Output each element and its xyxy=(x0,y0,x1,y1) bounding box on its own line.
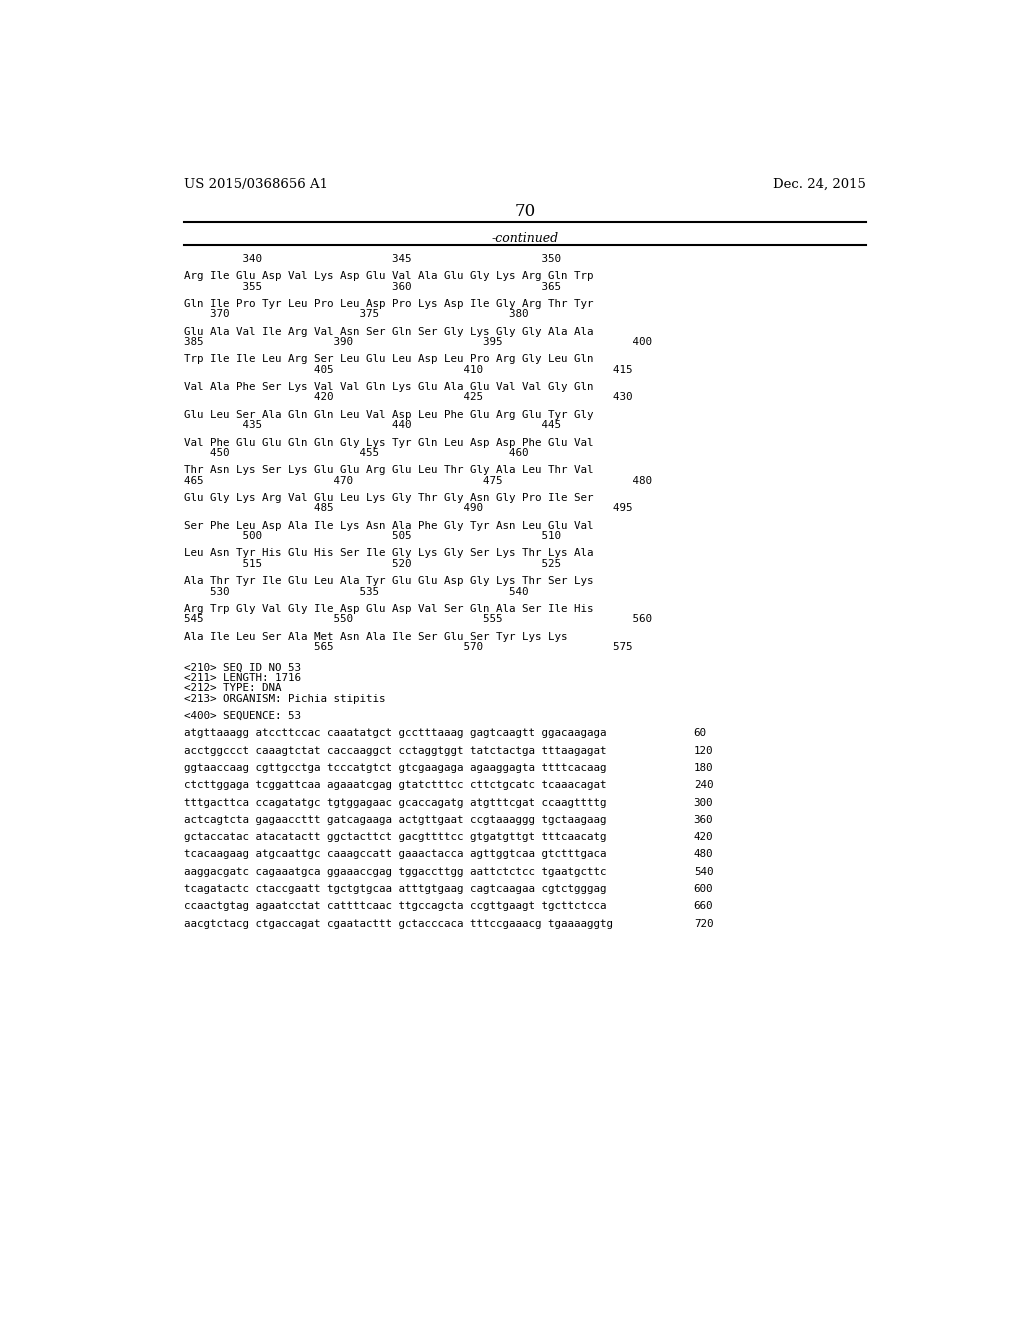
Text: <400> SEQUENCE: 53: <400> SEQUENCE: 53 xyxy=(183,711,301,721)
Text: -continued: -continued xyxy=(492,232,558,246)
Text: 435                    440                    445: 435 440 445 xyxy=(183,420,561,430)
Text: Dec. 24, 2015: Dec. 24, 2015 xyxy=(773,178,866,190)
Text: 515                    520                    525: 515 520 525 xyxy=(183,558,561,569)
Text: ctcttggaga tcggattcaa agaaatcgag gtatctttcc cttctgcatc tcaaacagat: ctcttggaga tcggattcaa agaaatcgag gtatctt… xyxy=(183,780,606,791)
Text: tcagatactc ctaccgaatt tgctgtgcaa atttgtgaag cagtcaagaa cgtctgggag: tcagatactc ctaccgaatt tgctgtgcaa atttgtg… xyxy=(183,884,606,894)
Text: Glu Gly Lys Arg Val Glu Leu Lys Gly Thr Gly Asn Gly Pro Ile Ser: Glu Gly Lys Arg Val Glu Leu Lys Gly Thr … xyxy=(183,492,593,503)
Text: 600: 600 xyxy=(693,884,714,894)
Text: Thr Asn Lys Ser Lys Glu Glu Arg Glu Leu Thr Gly Ala Leu Thr Val: Thr Asn Lys Ser Lys Glu Glu Arg Glu Leu … xyxy=(183,465,593,475)
Text: <213> ORGANISM: Pichia stipitis: <213> ORGANISM: Pichia stipitis xyxy=(183,693,385,704)
Text: 180: 180 xyxy=(693,763,714,772)
Text: 420                    425                    430: 420 425 430 xyxy=(183,392,632,403)
Text: 540: 540 xyxy=(693,867,714,876)
Text: 545                    550                    555                    560: 545 550 555 560 xyxy=(183,614,652,624)
Text: acctggccct caaagtctat caccaaggct cctaggtggt tatctactga tttaagagat: acctggccct caaagtctat caccaaggct cctaggt… xyxy=(183,746,606,755)
Text: 405                    410                    415: 405 410 415 xyxy=(183,364,632,375)
Text: 450                    455                    460: 450 455 460 xyxy=(183,447,528,458)
Text: 300: 300 xyxy=(693,797,714,808)
Text: 485                    490                    495: 485 490 495 xyxy=(183,503,632,513)
Text: <210> SEQ ID NO 53: <210> SEQ ID NO 53 xyxy=(183,663,301,672)
Text: Glu Ala Val Ile Arg Val Asn Ser Gln Ser Gly Lys Gly Gly Ala Ala: Glu Ala Val Ile Arg Val Asn Ser Gln Ser … xyxy=(183,326,593,337)
Text: 240: 240 xyxy=(693,780,714,791)
Text: Glu Leu Ser Ala Gln Gln Leu Val Asp Leu Phe Glu Arg Glu Tyr Gly: Glu Leu Ser Ala Gln Gln Leu Val Asp Leu … xyxy=(183,409,593,420)
Text: 720: 720 xyxy=(693,919,714,929)
Text: Trp Ile Ile Leu Arg Ser Leu Glu Leu Asp Leu Pro Arg Gly Leu Gln: Trp Ile Ile Leu Arg Ser Leu Glu Leu Asp … xyxy=(183,354,593,364)
Text: <212> TYPE: DNA: <212> TYPE: DNA xyxy=(183,684,282,693)
Text: 120: 120 xyxy=(693,746,714,755)
Text: aaggacgatc cagaaatgca ggaaaccgag tggaccttgg aattctctcc tgaatgcttc: aaggacgatc cagaaatgca ggaaaccgag tggacct… xyxy=(183,867,606,876)
Text: ccaactgtag agaatcctat cattttcaac ttgccagcta ccgttgaagt tgcttctcca: ccaactgtag agaatcctat cattttcaac ttgccag… xyxy=(183,902,606,911)
Text: 465                    470                    475                    480: 465 470 475 480 xyxy=(183,475,652,486)
Text: Leu Asn Tyr His Glu His Ser Ile Gly Lys Gly Ser Lys Thr Lys Ala: Leu Asn Tyr His Glu His Ser Ile Gly Lys … xyxy=(183,548,593,558)
Text: ggtaaccaag cgttgcctga tcccatgtct gtcgaagaga agaaggagta ttttcacaag: ggtaaccaag cgttgcctga tcccatgtct gtcgaag… xyxy=(183,763,606,772)
Text: Val Phe Glu Glu Gln Gln Gly Lys Tyr Gln Leu Asp Asp Phe Glu Val: Val Phe Glu Glu Gln Gln Gly Lys Tyr Gln … xyxy=(183,437,593,447)
Text: 370                    375                    380: 370 375 380 xyxy=(183,309,528,319)
Text: Ala Ile Leu Ser Ala Met Asn Ala Ile Ser Glu Ser Tyr Lys Lys: Ala Ile Leu Ser Ala Met Asn Ala Ile Ser … xyxy=(183,631,567,642)
Text: Gln Ile Pro Tyr Leu Pro Leu Asp Pro Lys Asp Ile Gly Arg Thr Tyr: Gln Ile Pro Tyr Leu Pro Leu Asp Pro Lys … xyxy=(183,298,593,309)
Text: actcagtcta gagaaccttt gatcagaaga actgttgaat ccgtaaaggg tgctaagaag: actcagtcta gagaaccttt gatcagaaga actgttg… xyxy=(183,814,606,825)
Text: 360: 360 xyxy=(693,814,714,825)
Text: Arg Trp Gly Val Gly Ile Asp Glu Asp Val Ser Gln Ala Ser Ile His: Arg Trp Gly Val Gly Ile Asp Glu Asp Val … xyxy=(183,603,593,614)
Text: 500                    505                    510: 500 505 510 xyxy=(183,531,561,541)
Text: 70: 70 xyxy=(514,203,536,220)
Text: 530                    535                    540: 530 535 540 xyxy=(183,586,528,597)
Text: 565                    570                    575: 565 570 575 xyxy=(183,642,632,652)
Text: 420: 420 xyxy=(693,832,714,842)
Text: Ser Phe Leu Asp Ala Ile Lys Asn Ala Phe Gly Tyr Asn Leu Glu Val: Ser Phe Leu Asp Ala Ile Lys Asn Ala Phe … xyxy=(183,520,593,531)
Text: atgttaaagg atccttccac caaatatgct gcctttaaag gagtcaagtt ggacaagaga: atgttaaagg atccttccac caaatatgct gccttta… xyxy=(183,729,606,738)
Text: 355                    360                    365: 355 360 365 xyxy=(183,281,561,292)
Text: 60: 60 xyxy=(693,729,707,738)
Text: Arg Ile Glu Asp Val Lys Asp Glu Val Ala Glu Gly Lys Arg Gln Trp: Arg Ile Glu Asp Val Lys Asp Glu Val Ala … xyxy=(183,271,593,281)
Text: <211> LENGTH: 1716: <211> LENGTH: 1716 xyxy=(183,673,301,682)
Text: 385                    390                    395                    400: 385 390 395 400 xyxy=(183,337,652,347)
Text: Val Ala Phe Ser Lys Val Val Gln Lys Glu Ala Glu Val Val Gly Gln: Val Ala Phe Ser Lys Val Val Gln Lys Glu … xyxy=(183,381,593,392)
Text: US 2015/0368656 A1: US 2015/0368656 A1 xyxy=(183,178,328,190)
Text: Ala Thr Tyr Ile Glu Leu Ala Tyr Glu Glu Asp Gly Lys Thr Ser Lys: Ala Thr Tyr Ile Glu Leu Ala Tyr Glu Glu … xyxy=(183,576,593,586)
Text: tcacaagaag atgcaattgc caaagccatt gaaactacca agttggtcaa gtctttgaca: tcacaagaag atgcaattgc caaagccatt gaaacta… xyxy=(183,850,606,859)
Text: tttgacttca ccagatatgc tgtggagaac gcaccagatg atgtttcgat ccaagttttg: tttgacttca ccagatatgc tgtggagaac gcaccag… xyxy=(183,797,606,808)
Text: gctaccatac atacatactt ggctacttct gacgttttcc gtgatgttgt tttcaacatg: gctaccatac atacatactt ggctacttct gacgttt… xyxy=(183,832,606,842)
Text: 340                    345                    350: 340 345 350 xyxy=(183,253,561,264)
Text: aacgtctacg ctgaccagat cgaatacttt gctacccaca tttccgaaacg tgaaaaggtg: aacgtctacg ctgaccagat cgaatacttt gctaccc… xyxy=(183,919,612,929)
Text: 660: 660 xyxy=(693,902,714,911)
Text: 480: 480 xyxy=(693,850,714,859)
